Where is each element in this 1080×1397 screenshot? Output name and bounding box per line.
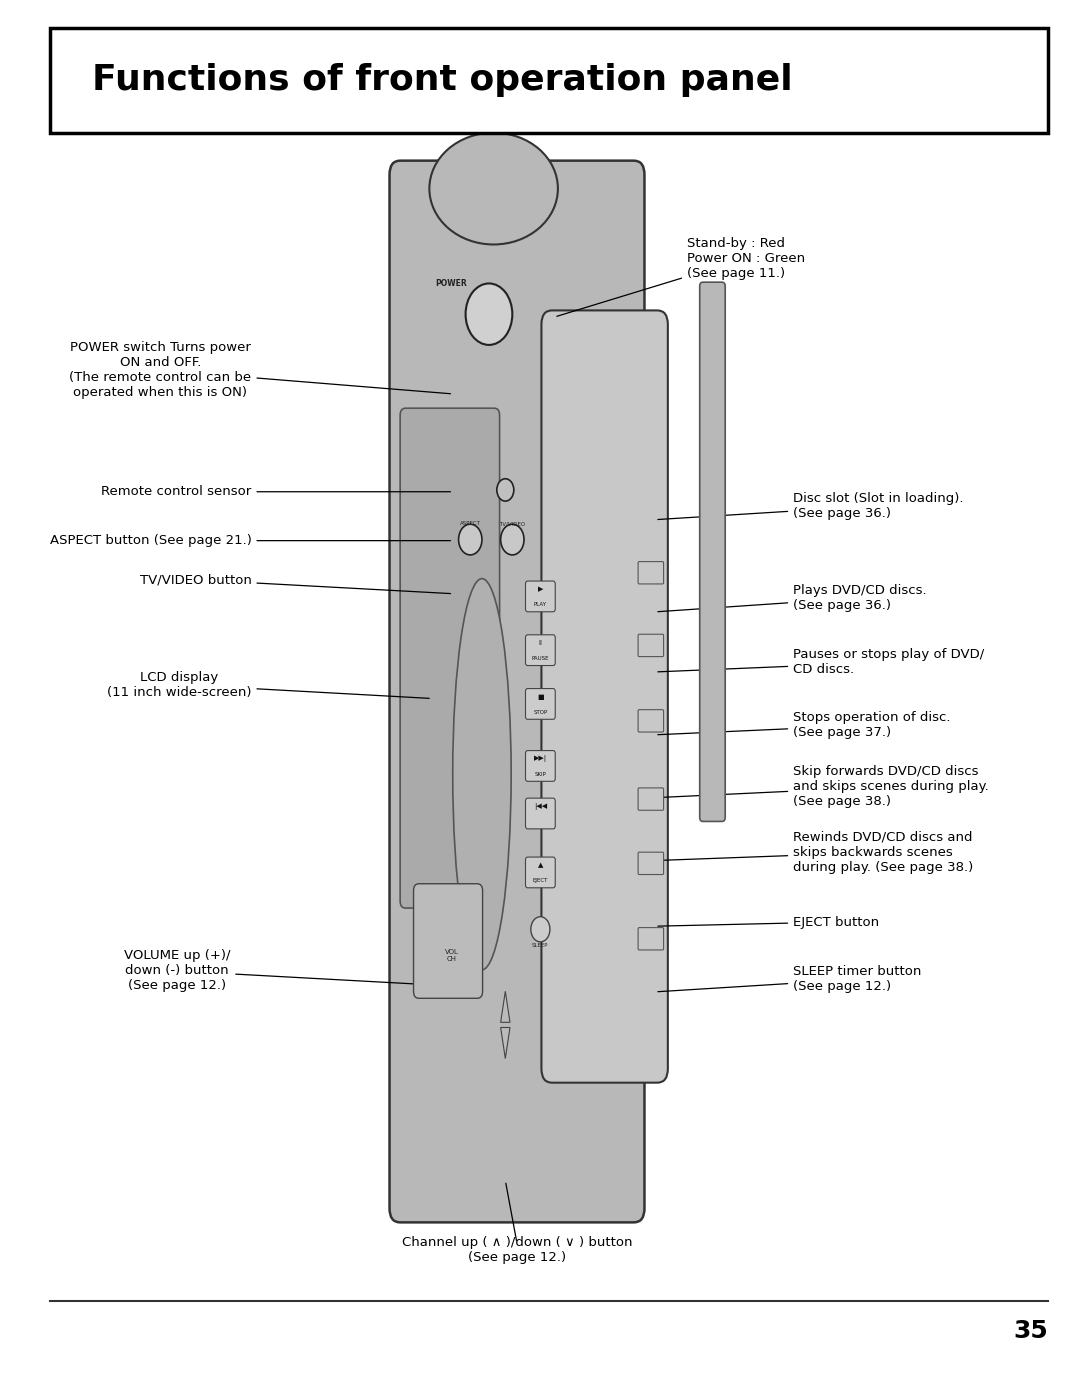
FancyBboxPatch shape (638, 562, 663, 584)
Text: Pauses or stops play of DVD/
CD discs.: Pauses or stops play of DVD/ CD discs. (658, 648, 985, 676)
Text: PLAY: PLAY (534, 602, 546, 608)
Text: 35: 35 (1013, 1319, 1048, 1344)
FancyBboxPatch shape (526, 750, 555, 781)
Text: SLEEP timer button
(See page 12.): SLEEP timer button (See page 12.) (658, 965, 921, 993)
Text: Functions of front operation panel: Functions of front operation panel (92, 63, 793, 98)
Text: PAUSE: PAUSE (531, 657, 549, 661)
Text: STOP: STOP (534, 710, 548, 715)
Text: Disc slot (Slot in loading).
(See page 36.): Disc slot (Slot in loading). (See page 3… (658, 492, 963, 520)
FancyBboxPatch shape (526, 634, 555, 665)
Text: Remote control sensor: Remote control sensor (102, 485, 450, 499)
FancyBboxPatch shape (390, 161, 645, 1222)
FancyBboxPatch shape (638, 710, 663, 732)
Circle shape (501, 524, 524, 555)
Text: LCD display
(11 inch wide-screen): LCD display (11 inch wide-screen) (107, 671, 429, 698)
Circle shape (459, 524, 482, 555)
Text: EJECT: EJECT (532, 879, 548, 883)
Polygon shape (501, 992, 510, 1023)
FancyBboxPatch shape (700, 282, 725, 821)
FancyBboxPatch shape (638, 928, 663, 950)
FancyBboxPatch shape (541, 310, 667, 1083)
Text: ▶: ▶ (538, 587, 543, 592)
Polygon shape (501, 1028, 510, 1059)
Circle shape (530, 916, 550, 942)
Ellipse shape (453, 578, 511, 970)
Text: Channel up ( ∧ )/down ( ∨ ) button
(See page 12.): Channel up ( ∧ )/down ( ∨ ) button (See … (402, 1236, 632, 1264)
Text: ■: ■ (537, 694, 543, 700)
FancyBboxPatch shape (50, 28, 1048, 133)
Text: POWER switch Turns power
ON and OFF.
(The remote control can be
operated when th: POWER switch Turns power ON and OFF. (Th… (69, 341, 450, 400)
FancyBboxPatch shape (526, 798, 555, 828)
FancyBboxPatch shape (638, 634, 663, 657)
Text: Stand-by : Red
Power ON : Green
(See page 11.): Stand-by : Red Power ON : Green (See pag… (557, 237, 805, 316)
FancyBboxPatch shape (526, 856, 555, 888)
Text: TV/VIDEO button: TV/VIDEO button (139, 573, 450, 594)
Text: VOLUME up (+)/
down (-) button
(See page 12.): VOLUME up (+)/ down (-) button (See page… (124, 950, 429, 992)
Text: ▲: ▲ (538, 862, 543, 869)
Text: SLEEP: SLEEP (532, 943, 549, 947)
Text: Rewinds DVD/CD discs and
skips backwards scenes
during play. (See page 38.): Rewinds DVD/CD discs and skips backwards… (658, 831, 973, 873)
Text: |◀◀: |◀◀ (534, 803, 546, 810)
FancyBboxPatch shape (638, 788, 663, 810)
Text: ▶▶|: ▶▶| (534, 756, 546, 763)
Text: POWER: POWER (435, 278, 468, 288)
Circle shape (497, 479, 514, 502)
FancyBboxPatch shape (401, 408, 500, 908)
FancyBboxPatch shape (526, 581, 555, 612)
Text: SKIP: SKIP (535, 771, 546, 777)
Text: II: II (538, 640, 542, 647)
Text: Stops operation of disc.
(See page 37.): Stops operation of disc. (See page 37.) (658, 711, 950, 739)
Text: Plays DVD/CD discs.
(See page 36.): Plays DVD/CD discs. (See page 36.) (658, 584, 927, 612)
Text: Skip forwards DVD/CD discs
and skips scenes during play.
(See page 38.): Skip forwards DVD/CD discs and skips sce… (658, 766, 989, 807)
Text: VOL
CH: VOL CH (445, 949, 459, 961)
Circle shape (465, 284, 512, 345)
Text: ASPECT button (See page 21.): ASPECT button (See page 21.) (50, 534, 450, 548)
FancyBboxPatch shape (638, 852, 663, 875)
FancyBboxPatch shape (526, 689, 555, 719)
Text: TV/VIDEO: TV/VIDEO (499, 521, 525, 527)
Ellipse shape (430, 133, 558, 244)
FancyBboxPatch shape (414, 884, 483, 999)
Text: ASPECT: ASPECT (460, 521, 481, 527)
Text: EJECT button: EJECT button (658, 915, 879, 929)
